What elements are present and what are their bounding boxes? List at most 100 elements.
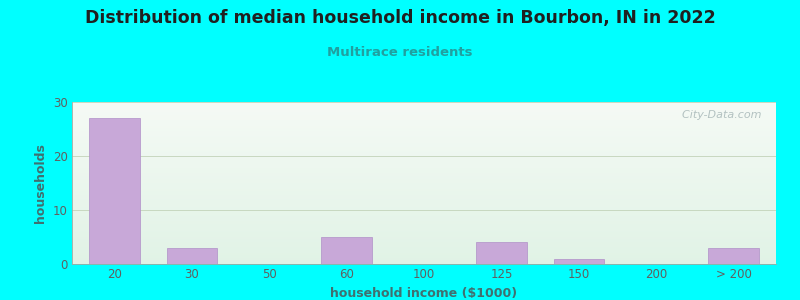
Bar	[72, 116, 776, 117]
Bar	[72, 215, 776, 216]
Bar	[72, 231, 776, 232]
Bar	[72, 217, 776, 218]
Bar	[72, 225, 776, 226]
Bar	[72, 112, 776, 113]
Bar	[72, 177, 776, 178]
Bar	[72, 150, 776, 151]
Bar	[72, 241, 776, 242]
Bar	[72, 117, 776, 118]
Bar	[72, 222, 776, 223]
Bar	[72, 137, 776, 138]
Bar	[72, 128, 776, 129]
Bar	[72, 165, 776, 166]
Bar	[72, 223, 776, 224]
Bar	[72, 252, 776, 253]
Bar	[72, 144, 776, 145]
Bar	[72, 230, 776, 231]
Bar	[72, 146, 776, 147]
Bar	[90, 118, 140, 264]
Bar	[72, 232, 776, 233]
Bar	[72, 174, 776, 175]
Bar	[72, 212, 776, 213]
Bar	[72, 239, 776, 240]
Bar	[72, 164, 776, 165]
Text: City-Data.com: City-Data.com	[675, 110, 762, 120]
Bar	[72, 246, 776, 247]
Bar	[72, 247, 776, 248]
Bar	[72, 114, 776, 115]
Bar	[72, 154, 776, 155]
Bar	[72, 136, 776, 137]
Bar	[72, 224, 776, 225]
Bar	[72, 203, 776, 204]
Bar	[72, 161, 776, 162]
Bar	[72, 151, 776, 152]
Bar	[72, 198, 776, 199]
Bar	[72, 172, 776, 173]
Bar	[72, 201, 776, 202]
Bar	[72, 124, 776, 125]
Bar	[72, 220, 776, 221]
Bar	[72, 214, 776, 215]
Bar	[72, 260, 776, 261]
Bar	[72, 106, 776, 107]
Bar	[72, 256, 776, 257]
Bar	[72, 238, 776, 239]
Bar	[72, 123, 776, 124]
Bar	[72, 242, 776, 243]
Bar	[72, 200, 776, 201]
Bar	[72, 175, 776, 176]
Bar	[72, 113, 776, 114]
Bar	[72, 194, 776, 195]
Bar	[72, 126, 776, 127]
Bar	[72, 205, 776, 206]
Bar	[72, 234, 776, 235]
Bar	[72, 103, 776, 104]
Bar	[72, 185, 776, 186]
Bar	[72, 134, 776, 135]
Bar	[72, 110, 776, 111]
Bar	[72, 237, 776, 238]
Bar	[72, 169, 776, 170]
Bar	[72, 188, 776, 189]
Bar	[72, 216, 776, 217]
Bar	[72, 167, 776, 168]
Bar	[72, 261, 776, 262]
Bar	[72, 199, 776, 200]
Bar	[72, 189, 776, 190]
Bar	[72, 187, 776, 188]
Bar	[72, 155, 776, 156]
Bar	[72, 209, 776, 210]
Bar	[72, 202, 776, 203]
Bar	[72, 170, 776, 171]
Bar	[72, 118, 776, 119]
Text: Multirace residents: Multirace residents	[327, 46, 473, 59]
Y-axis label: households: households	[34, 143, 47, 223]
Bar	[72, 133, 776, 134]
Bar	[72, 254, 776, 255]
Bar	[72, 129, 776, 130]
Bar	[72, 202, 776, 203]
Bar	[72, 255, 776, 256]
Bar	[72, 104, 776, 105]
Bar	[72, 127, 776, 128]
Bar	[72, 248, 776, 249]
Bar	[72, 240, 776, 241]
Bar	[72, 258, 776, 259]
Bar	[72, 190, 776, 191]
Bar	[72, 147, 776, 148]
Bar	[554, 259, 604, 264]
Bar	[72, 130, 776, 131]
Bar	[72, 192, 776, 193]
Bar	[72, 131, 776, 132]
Bar	[72, 145, 776, 146]
Bar	[476, 242, 526, 264]
Bar	[72, 243, 776, 244]
Bar	[72, 156, 776, 157]
Bar	[72, 115, 776, 116]
Text: Distribution of median household income in Bourbon, IN in 2022: Distribution of median household income …	[85, 9, 715, 27]
Bar	[72, 257, 776, 258]
Bar	[72, 176, 776, 177]
Bar	[72, 195, 776, 196]
Bar	[72, 249, 776, 250]
